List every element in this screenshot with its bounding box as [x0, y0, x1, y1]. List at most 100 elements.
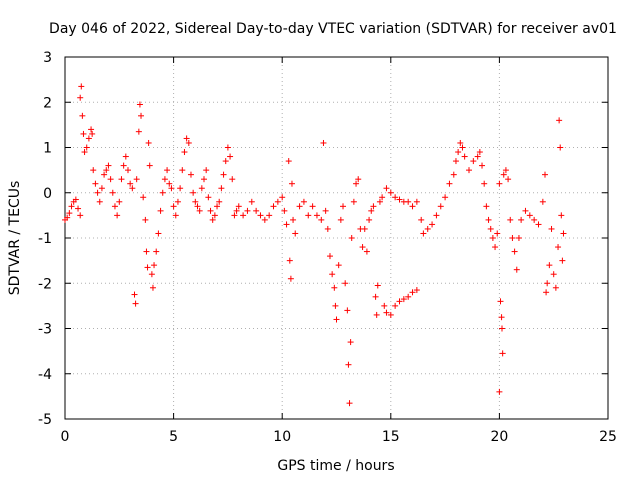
data-point	[281, 207, 288, 214]
data-point	[131, 291, 138, 298]
data-point	[79, 112, 86, 119]
data-point	[326, 253, 333, 260]
plot-frame	[64, 56, 609, 420]
data-point	[136, 101, 143, 108]
data-point	[383, 185, 390, 192]
data-point	[361, 225, 368, 232]
data-point	[300, 198, 307, 205]
data-point	[279, 194, 286, 201]
data-point	[214, 203, 221, 210]
data-point	[413, 198, 420, 205]
data-point	[381, 302, 388, 309]
data-point	[437, 203, 444, 210]
data-point	[144, 264, 151, 271]
y-tick-label: -5	[38, 412, 52, 428]
data-point	[372, 293, 379, 300]
data-point	[335, 262, 342, 269]
data-point	[442, 194, 449, 201]
data-point	[546, 262, 553, 269]
data-point	[353, 180, 360, 187]
data-point	[220, 171, 227, 178]
data-point	[452, 158, 459, 165]
data-point	[320, 139, 327, 146]
data-point	[75, 205, 82, 212]
data-point	[261, 216, 268, 223]
data-point	[122, 153, 129, 160]
data-point	[322, 207, 329, 214]
data-point	[161, 176, 168, 183]
data-point	[224, 144, 231, 151]
data-point	[481, 180, 488, 187]
data-point	[348, 235, 355, 241]
data-point	[88, 126, 95, 133]
data-point	[174, 198, 181, 205]
data-point	[105, 162, 112, 169]
data-point	[522, 207, 529, 214]
data-point	[111, 203, 118, 210]
data-point	[558, 212, 565, 219]
data-point	[90, 167, 97, 174]
data-point	[329, 271, 336, 278]
data-point	[392, 302, 399, 309]
data-point	[120, 162, 127, 169]
data-point	[485, 216, 492, 223]
data-point	[455, 149, 462, 156]
data-point	[383, 309, 390, 316]
x-axis-label: GPS time / hours	[277, 458, 394, 474]
data-point	[347, 339, 354, 346]
data-point	[359, 244, 366, 251]
data-point	[190, 189, 197, 196]
data-point	[543, 289, 550, 296]
data-point	[127, 180, 134, 187]
data-point	[497, 298, 504, 305]
data-point	[337, 216, 344, 223]
data-point	[345, 361, 352, 368]
data-point	[502, 167, 509, 174]
data-point	[286, 257, 293, 264]
data-point	[118, 176, 125, 183]
data-point	[557, 144, 564, 151]
data-point	[459, 144, 466, 151]
y-tick-label: 0	[43, 186, 52, 202]
data-point	[216, 198, 223, 205]
data-point	[500, 171, 507, 178]
data-point	[240, 212, 247, 219]
data-point	[201, 176, 208, 183]
data-point	[151, 262, 158, 269]
data-point	[487, 225, 494, 232]
data-point	[146, 162, 153, 169]
data-point	[124, 167, 131, 174]
x-tick-label: 5	[169, 429, 178, 445]
data-point	[187, 171, 194, 178]
data-point	[476, 149, 483, 156]
data-point	[170, 203, 177, 210]
data-point	[483, 203, 490, 210]
y-tick-label: -1	[38, 231, 52, 247]
data-point	[109, 189, 116, 196]
data-point	[179, 167, 186, 174]
data-point	[227, 153, 234, 160]
data-point	[368, 207, 375, 214]
data-point	[496, 180, 503, 187]
data-point	[552, 284, 559, 291]
x-tick-label: 15	[382, 429, 400, 445]
data-point	[509, 235, 516, 241]
data-point	[253, 207, 260, 214]
data-point	[107, 176, 114, 183]
data-point	[548, 225, 555, 232]
data-point	[248, 198, 255, 205]
data-point	[101, 171, 108, 178]
data-point	[324, 225, 331, 232]
x-tick-label: 25	[599, 429, 617, 445]
data-point	[499, 350, 506, 357]
data-point	[379, 194, 386, 201]
data-point	[94, 189, 101, 196]
data-point	[544, 280, 551, 287]
data-point	[332, 302, 339, 309]
data-point	[405, 293, 412, 300]
data-point	[474, 153, 481, 160]
data-point	[496, 388, 503, 395]
data-point	[513, 266, 520, 273]
data-point	[157, 207, 164, 214]
y-tick-label: 3	[43, 50, 52, 66]
